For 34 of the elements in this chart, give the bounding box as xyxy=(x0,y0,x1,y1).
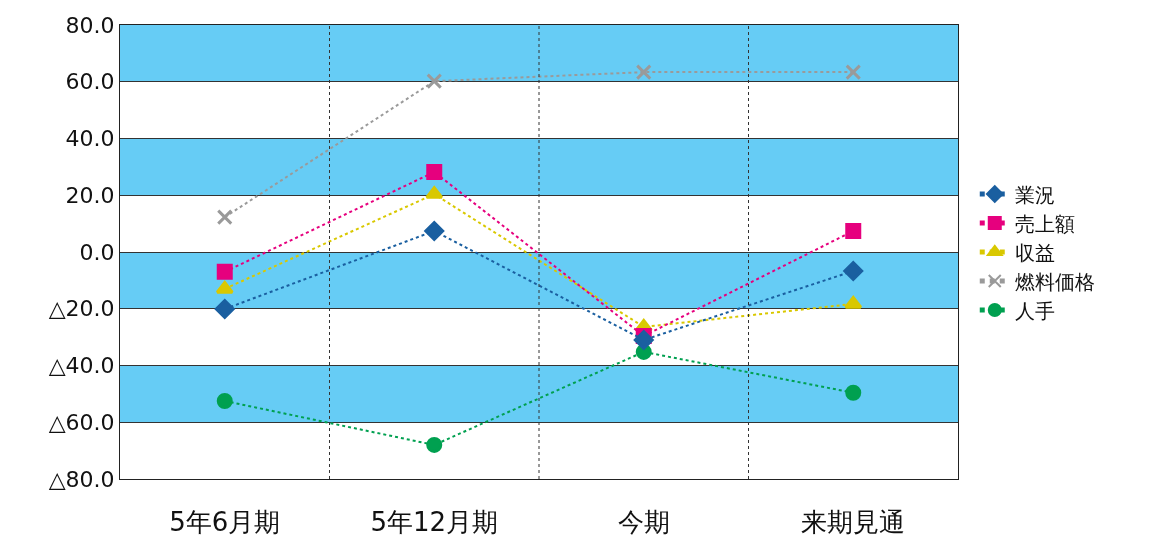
point xyxy=(844,295,863,309)
y-tick-label: 20.0 xyxy=(65,182,115,208)
legend-label: 収益 xyxy=(1014,240,1055,265)
point xyxy=(424,221,445,241)
y-tick-label: 40.0 xyxy=(65,126,115,152)
point xyxy=(843,261,864,281)
point xyxy=(216,263,233,280)
y-tick-label: △40.0 xyxy=(48,353,115,379)
point xyxy=(845,384,862,401)
point xyxy=(216,392,233,409)
x-tick-label: 今期 xyxy=(617,507,670,538)
point xyxy=(216,209,233,226)
point xyxy=(633,330,654,350)
y-tick-label: 80.0 xyxy=(65,12,115,38)
point xyxy=(426,163,443,180)
x-tick-label: 5年12月期 xyxy=(370,507,499,538)
point xyxy=(426,73,443,90)
point xyxy=(426,436,443,453)
x-tick-label: 5年6月期 xyxy=(169,507,281,538)
point xyxy=(635,64,652,81)
legend-label: 人手 xyxy=(1014,298,1055,323)
y-tick-label: △20.0 xyxy=(48,296,115,322)
point xyxy=(214,299,235,319)
x-tick-label: 来期見通 xyxy=(801,507,906,538)
y-tick-label: 0.0 xyxy=(79,239,115,265)
legend-label: 燃料価格 xyxy=(1014,269,1095,294)
point xyxy=(215,280,234,294)
y-tick-label: 60.0 xyxy=(65,69,115,95)
legend-label: 売上額 xyxy=(1014,211,1075,236)
point xyxy=(845,223,862,239)
point xyxy=(845,64,862,81)
y-tick-label: △60.0 xyxy=(48,409,115,435)
y-tick-label: △80.0 xyxy=(48,466,115,492)
legend-label: 業況 xyxy=(1014,182,1055,207)
